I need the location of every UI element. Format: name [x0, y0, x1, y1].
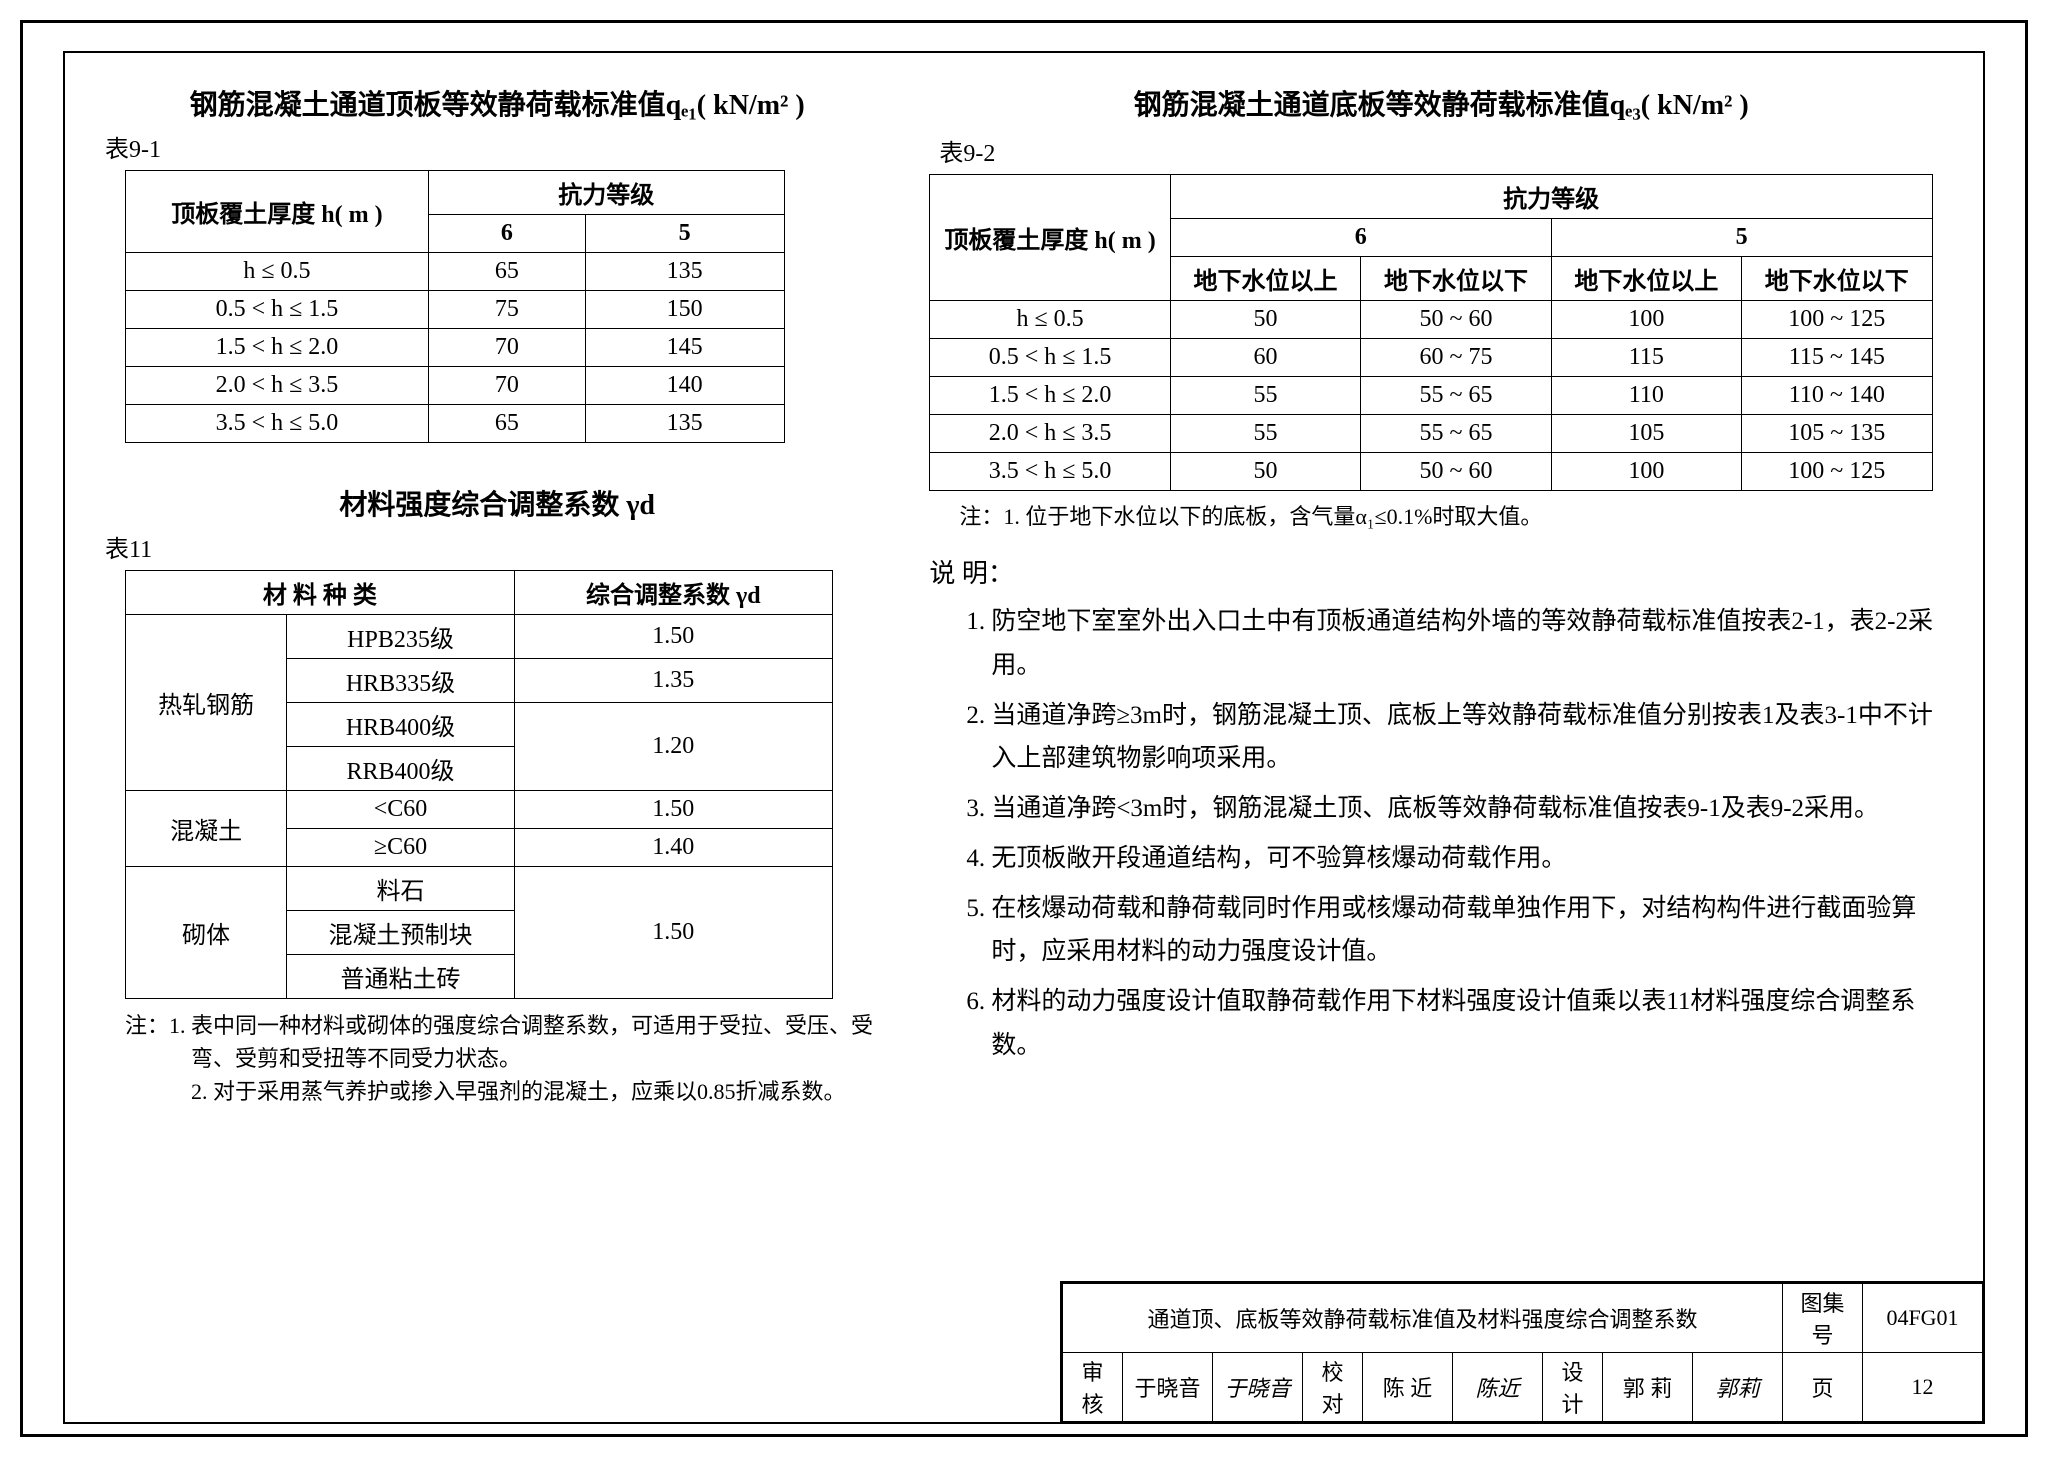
table92-note: 注：1. 位于地下水位以下的底板，含气量α₁≤0.1%时取大值。 — [959, 499, 1953, 531]
table-row: 3.5 < h ≤ 5.065135 — [126, 405, 785, 443]
table-9-1: 顶板覆土厚度 h( m ) 抗力等级 6 5 h ≤ 0.565135 0.5 … — [125, 170, 785, 443]
left-column: 钢筋混凝土通道顶板等效静荷载标准值qₑ₁( kN/m² ) 表9-1 顶板覆土厚… — [95, 73, 899, 1402]
t11-h2: 综合调整系数 γd — [514, 571, 832, 615]
explain-item: 防空地下室室外出入口土中有顶板通道结构外墙的等效静荷载标准值按表2-1，表2-2… — [991, 600, 1943, 688]
t92-sub-2: 地下水位以上 — [1551, 257, 1741, 301]
drawing-title: 通道顶、底板等效静荷载标准值及材料强度综合调整系数 — [1063, 1284, 1783, 1353]
explain-item: 在核爆动荷载和静荷载同时作用或核爆动荷载单独作用下，对结构构件进行截面验算时，应… — [991, 887, 1943, 975]
table11-title: 材料强度综合调整系数 γd — [95, 483, 899, 523]
design-name: 郭 莉 — [1603, 1353, 1693, 1422]
t91-h1: 顶板覆土厚度 h( m ) — [126, 171, 429, 253]
page-label: 页 — [1783, 1353, 1863, 1422]
table-row: 混凝土 <C60 1.50 — [126, 791, 833, 829]
check-signature: 陈近 — [1453, 1353, 1543, 1422]
table11-label: 表11 — [105, 529, 899, 564]
inner-frame: 钢筋混凝土通道顶板等效静荷载标准值qₑ₁( kN/m² ) 表9-1 顶板覆土厚… — [63, 51, 1985, 1424]
t91-col-1: 5 — [585, 215, 784, 253]
t92-col-1: 5 — [1551, 219, 1932, 257]
t92-h1: 顶板覆土厚度 h( m ) — [930, 175, 1171, 301]
table92-label: 表9-2 — [939, 133, 1953, 168]
review-label: 审核 — [1063, 1353, 1123, 1422]
table-row: 砌体 料石 1.50 — [126, 867, 833, 911]
table-row: 0.5 < h ≤ 1.575150 — [126, 291, 785, 329]
atlas-label: 图集号 — [1783, 1284, 1863, 1353]
table-row: 3.5 < h ≤ 5.05050 ~ 60100100 ~ 125 — [930, 453, 1932, 491]
table-row: 热轧钢筋 HPB235级 1.50 — [126, 615, 833, 659]
table-row: 2.0 < h ≤ 3.55555 ~ 65105105 ~ 135 — [930, 415, 1932, 453]
table-row: 1.5 < h ≤ 2.070145 — [126, 329, 785, 367]
check-name: 陈 近 — [1363, 1353, 1453, 1422]
page-value: 12 — [1863, 1353, 1983, 1422]
table91-label: 表9-1 — [105, 129, 899, 164]
t92-h2: 抗力等级 — [1170, 175, 1932, 219]
t92-sub-0: 地下水位以上 — [1170, 257, 1360, 301]
explain-list: 防空地下室室外出入口土中有顶板通道结构外墙的等效静荷载标准值按表2-1，表2-2… — [963, 600, 1953, 1074]
table-row: 0.5 < h ≤ 1.56060 ~ 75115115 ~ 145 — [930, 339, 1932, 377]
table-row: h ≤ 0.565135 — [126, 253, 785, 291]
design-label: 设计 — [1543, 1353, 1603, 1422]
table-11: 材 料 种 类 综合调整系数 γd 热轧钢筋 HPB235级 1.50 HRB3… — [125, 570, 833, 999]
explain-item: 无顶板敞开段通道结构，可不验算核爆动荷载作用。 — [991, 837, 1943, 881]
title-block-table: 通道顶、底板等效静荷载标准值及材料强度综合调整系数 图集号 04FG01 审核 … — [1062, 1283, 1983, 1422]
table-row: 1.5 < h ≤ 2.05555 ~ 65110110 ~ 140 — [930, 377, 1932, 415]
atlas-value: 04FG01 — [1863, 1284, 1983, 1353]
table-row: h ≤ 0.55050 ~ 60100100 ~ 125 — [930, 301, 1932, 339]
t92-sub-3: 地下水位以下 — [1742, 257, 1932, 301]
explain-item: 当通道净跨<3m时，钢筋混凝土顶、底板等效静荷载标准值按表9-1及表9-2采用。 — [991, 787, 1943, 831]
table11-note2: 2. 对于采用蒸气养护或掺入早强剂的混凝土，应乘以0.85折减系数。 — [125, 1075, 899, 1108]
design-signature: 郭莉 — [1693, 1353, 1783, 1422]
t92-sub-1: 地下水位以下 — [1361, 257, 1551, 301]
explain-item: 当通道净跨≥3m时，钢筋混凝土顶、底板上等效静荷载标准值分别按表1及表3-1中不… — [991, 694, 1943, 782]
table91-title: 钢筋混凝土通道顶板等效静荷载标准值qₑ₁( kN/m² ) — [95, 83, 899, 123]
explain-item: 材料的动力强度设计值取静荷载作用下材料强度设计值乘以表11材料强度综合调整系数。 — [991, 980, 1943, 1068]
page-frame: 钢筋混凝土通道顶板等效静荷载标准值qₑ₁( kN/m² ) 表9-1 顶板覆土厚… — [20, 20, 2028, 1437]
table-row: 2.0 < h ≤ 3.570140 — [126, 367, 785, 405]
review-signature: 于晓音 — [1213, 1353, 1303, 1422]
review-name: 于晓音 — [1123, 1353, 1213, 1422]
t91-h2: 抗力等级 — [428, 171, 784, 215]
table92-title: 钢筋混凝土通道底板等效静荷载标准值qₑ₃( kN/m² ) — [929, 83, 1953, 123]
check-label: 校对 — [1303, 1353, 1363, 1422]
explain-header: 说 明： — [929, 553, 1953, 590]
t91-col-0: 6 — [428, 215, 585, 253]
table11-note1: 注：1. 表中同一种材料或砌体的强度综合调整系数，可适用于受拉、受压、受弯、受剪… — [125, 1009, 899, 1075]
table-9-2: 顶板覆土厚度 h( m ) 抗力等级 6 5 地下水位以上 地下水位以下 地下水… — [929, 174, 1932, 491]
right-column: 钢筋混凝土通道底板等效静荷载标准值qₑ₃( kN/m² ) 表9-2 顶板覆土厚… — [929, 73, 1953, 1402]
title-block: 通道顶、底板等效静荷载标准值及材料强度综合调整系数 图集号 04FG01 审核 … — [1060, 1281, 1983, 1422]
t92-col-0: 6 — [1170, 219, 1551, 257]
t11-h1: 材 料 种 类 — [126, 571, 515, 615]
content-columns: 钢筋混凝土通道顶板等效静荷载标准值qₑ₁( kN/m² ) 表9-1 顶板覆土厚… — [95, 73, 1953, 1402]
